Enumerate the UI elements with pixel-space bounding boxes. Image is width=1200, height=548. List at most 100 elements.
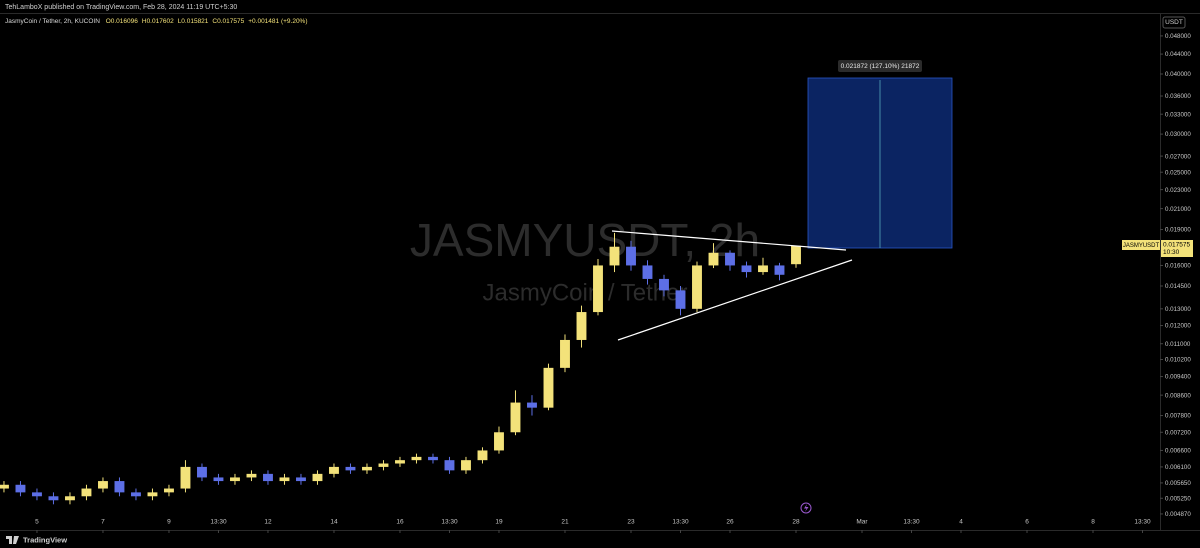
candle-body: [81, 488, 92, 497]
y-tick-label: 0.016000: [1165, 263, 1191, 270]
y-tick-label: 0.014500: [1165, 283, 1191, 290]
y-axis: 0.048000 0.044000 0.040000 0.036000 0.033000…: [1160, 33, 1191, 518]
candle-body: [708, 252, 719, 266]
x-tick-label: 13:30: [441, 519, 458, 526]
symbol-tag: JASMYUSDT: [1123, 243, 1160, 249]
currency-box: [1162, 16, 1186, 29]
candle-body: [461, 460, 471, 471]
candle-body: [411, 456, 422, 461]
candle-body: [65, 496, 75, 501]
y-tick-label: 0.048000: [1165, 33, 1191, 40]
y-tick-label: 0.030000: [1165, 131, 1191, 138]
candle-body: [527, 402, 537, 408]
x-tick-label: 13:30: [210, 519, 227, 526]
candle-body: [609, 246, 620, 266]
candle-body: [263, 473, 273, 482]
candle-body: [164, 488, 174, 493]
x-tick-label: 12: [264, 519, 272, 526]
y-tick-label: 0.044000: [1165, 51, 1191, 58]
candle-body: [230, 477, 240, 482]
candle-body: [626, 246, 636, 266]
footer-logo: TradingView: [23, 535, 67, 544]
y-tick-label: 0.012000: [1165, 323, 1191, 330]
candle-body: [15, 484, 26, 493]
publish-note: TehLamboX published on TradingView.com, …: [5, 4, 237, 11]
header-value: +0.001481 (+9.20%): [248, 18, 307, 25]
header-value: C0.017575: [212, 18, 244, 25]
candle-body: [758, 265, 768, 273]
x-tick-label: 13:30: [1134, 519, 1151, 526]
header-value: H0.017602: [142, 18, 174, 25]
candle-body: [593, 265, 603, 313]
symbol-info: JasmyCoin / Tether, 2h, KUCOIN: [5, 18, 100, 25]
logo-icon: [6, 536, 19, 544]
candle-body: [395, 460, 405, 464]
candle-body: [48, 496, 59, 501]
candle-body: [378, 463, 389, 467]
candle-body: [428, 456, 438, 461]
y-tick-label: 0.006100: [1165, 464, 1191, 471]
candle-body: [543, 367, 554, 408]
x-tick-label: 14: [330, 519, 338, 526]
price-axis: [1160, 14, 1200, 548]
header-value: L0.015821: [178, 18, 209, 25]
y-tick-label: 0.027000: [1165, 153, 1191, 160]
x-tick-label: 6: [1025, 519, 1029, 526]
candle-body: [213, 477, 224, 482]
x-tick-label: Mar: [856, 519, 868, 526]
candle-body: [147, 492, 158, 497]
y-tick-label: 0.009400: [1165, 374, 1191, 381]
price-tag-bg: [1161, 240, 1193, 257]
y-tick-label: 0.006600: [1165, 448, 1191, 455]
candle-body: [576, 312, 587, 340]
candle-body: [791, 245, 801, 265]
candle-body: [98, 481, 108, 489]
candle-body: [296, 477, 306, 482]
watermark-sub: JasmyCoin / Tether: [483, 279, 688, 306]
x-tick-label: 4: [959, 519, 963, 526]
x-tick-label: 7: [101, 519, 105, 526]
event-bolt: [804, 504, 809, 512]
symbol-tag-bg: [1122, 240, 1160, 250]
header-value: O0.016096: [106, 18, 139, 25]
symbol-header: JasmyCoin / Tether, 2h, KUCOIN O0.016096…: [5, 18, 308, 25]
candle-body: [477, 450, 488, 461]
countdown: 10:30: [1163, 249, 1180, 256]
event-icon: [800, 502, 812, 514]
projection-label-bg: [838, 60, 922, 72]
candle-body: [180, 466, 191, 489]
candle-body: [32, 492, 42, 497]
x-tick-label: 23: [627, 519, 635, 526]
candle-body: [692, 265, 702, 309]
candle-body: [345, 466, 356, 471]
y-tick-label: 0.004870: [1165, 511, 1191, 518]
candle-body: [312, 473, 323, 482]
candle-body: [741, 265, 752, 273]
x-tick-label: 28: [792, 519, 800, 526]
candle-body: [659, 278, 669, 291]
candle-body: [675, 290, 686, 309]
candle-body: [197, 466, 207, 478]
candle-body: [642, 265, 653, 279]
y-tick-label: 0.005650: [1165, 480, 1191, 487]
x-tick-label: 21: [561, 519, 569, 526]
y-tick-label: 0.005250: [1165, 495, 1191, 502]
y-tick-label: 0.013000: [1165, 306, 1191, 313]
candle-body: [0, 484, 9, 489]
y-tick-label: 0.019000: [1165, 227, 1191, 234]
trendline-lower: [617, 259, 853, 341]
currency: USDT: [1165, 19, 1183, 26]
candle-body: [362, 466, 372, 471]
candle-body: [774, 265, 785, 275]
y-tick-label: 0.036000: [1165, 93, 1191, 100]
projection-label: 0.021872 (127.10%) 21872: [841, 63, 920, 70]
y-tick-label: 0.040000: [1165, 71, 1191, 78]
y-tick-label: 0.010200: [1165, 357, 1191, 364]
x-tick-label: 19: [495, 519, 503, 526]
price-tag: 0.017575: [1163, 242, 1190, 249]
y-tick-label: 0.011000: [1165, 341, 1191, 348]
x-tick-label: 26: [726, 519, 734, 526]
y-tick-label: 0.021000: [1165, 206, 1191, 213]
